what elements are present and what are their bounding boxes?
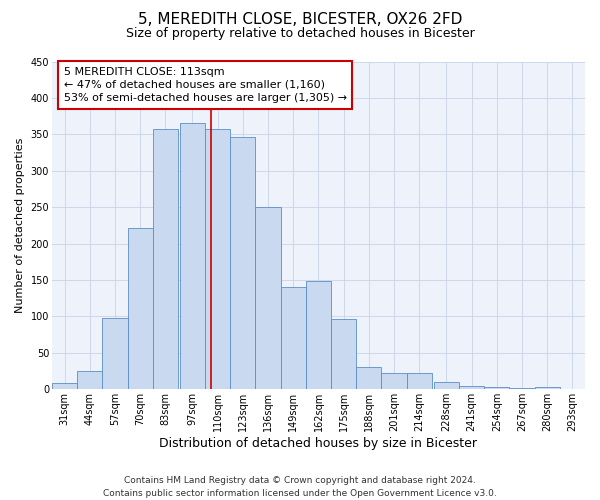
- Bar: [509, 388, 535, 390]
- Y-axis label: Number of detached properties: Number of detached properties: [15, 138, 25, 313]
- Bar: [535, 387, 560, 390]
- Bar: [382, 374, 407, 390]
- Bar: [205, 128, 230, 390]
- Bar: [180, 124, 205, 390]
- Bar: [484, 387, 509, 390]
- Bar: [356, 368, 382, 390]
- Text: 5, MEREDITH CLOSE, BICESTER, OX26 2FD: 5, MEREDITH CLOSE, BICESTER, OX26 2FD: [138, 12, 462, 28]
- Bar: [153, 128, 178, 390]
- Bar: [434, 382, 459, 390]
- Bar: [407, 374, 432, 390]
- Bar: [128, 228, 153, 390]
- Bar: [256, 207, 281, 390]
- Bar: [77, 371, 103, 390]
- Text: 5 MEREDITH CLOSE: 113sqm
← 47% of detached houses are smaller (1,160)
53% of sem: 5 MEREDITH CLOSE: 113sqm ← 47% of detach…: [64, 66, 347, 103]
- Text: Size of property relative to detached houses in Bicester: Size of property relative to detached ho…: [125, 28, 475, 40]
- Bar: [103, 318, 128, 390]
- Bar: [230, 136, 256, 390]
- Bar: [459, 386, 484, 390]
- X-axis label: Distribution of detached houses by size in Bicester: Distribution of detached houses by size …: [160, 437, 478, 450]
- Text: Contains HM Land Registry data © Crown copyright and database right 2024.
Contai: Contains HM Land Registry data © Crown c…: [103, 476, 497, 498]
- Bar: [52, 384, 77, 390]
- Bar: [281, 288, 306, 390]
- Bar: [306, 282, 331, 390]
- Bar: [331, 318, 356, 390]
